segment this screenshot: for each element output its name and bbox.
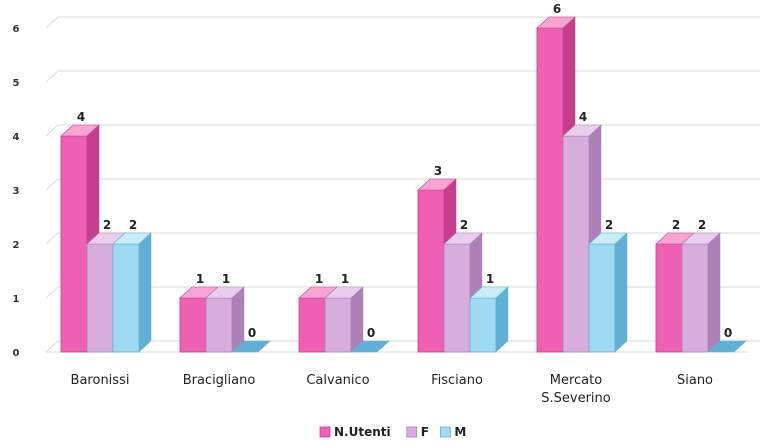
data-label: 0 bbox=[248, 326, 256, 340]
legend-label: F bbox=[421, 425, 429, 439]
gridline-diagonal bbox=[45, 178, 59, 191]
gridlines bbox=[45, 16, 760, 353]
bar-top bbox=[205, 286, 245, 299]
legend: N.Utenti F M bbox=[319, 425, 466, 439]
bar bbox=[536, 16, 576, 353]
data-label: 2 bbox=[698, 218, 706, 232]
legend-label: M bbox=[454, 425, 466, 439]
bar-top bbox=[707, 340, 747, 353]
category-label: Fisciano bbox=[431, 373, 483, 388]
bar-top bbox=[562, 124, 602, 137]
gridline-diagonal bbox=[45, 340, 59, 353]
data-label: 1 bbox=[486, 272, 494, 286]
bar-front bbox=[588, 243, 616, 353]
bar-side bbox=[707, 232, 721, 353]
bar-top bbox=[469, 286, 509, 299]
y-tick-label: 4 bbox=[13, 132, 20, 143]
data-label: 1 bbox=[196, 272, 204, 286]
bar-front bbox=[60, 135, 88, 353]
y-axis: 0 1 2 3 4 5 6 bbox=[13, 24, 20, 359]
category-label: S.Severino bbox=[541, 391, 611, 406]
bar-front bbox=[655, 243, 683, 353]
y-tick-label: 5 bbox=[13, 78, 20, 89]
bar-top bbox=[112, 232, 152, 245]
bar-top bbox=[324, 286, 364, 299]
category-label: Calvanico bbox=[306, 373, 369, 388]
gridline-diagonal bbox=[45, 232, 59, 245]
data-label: 1 bbox=[341, 272, 349, 286]
bar bbox=[588, 232, 628, 353]
data-label: 3 bbox=[434, 164, 442, 178]
bar-front bbox=[681, 243, 709, 353]
legend-swatch bbox=[406, 426, 418, 438]
category-label: Mercato bbox=[550, 373, 602, 388]
bar bbox=[112, 232, 152, 353]
category-labels: Baronissi Bracigliano Calvanico Fisciano Mer… bbox=[71, 373, 714, 406]
bar-front bbox=[205, 297, 233, 353]
data-label: 4 bbox=[77, 110, 85, 124]
data-label: 2 bbox=[460, 218, 468, 232]
data-label: 2 bbox=[605, 218, 613, 232]
data-label: 6 bbox=[553, 2, 561, 16]
bar bbox=[707, 340, 747, 353]
category-label: Bracigliano bbox=[183, 373, 256, 388]
data-label: 0 bbox=[724, 326, 732, 340]
bar-top bbox=[417, 178, 457, 191]
bar-front bbox=[443, 243, 471, 353]
bar-top bbox=[536, 16, 576, 29]
legend-swatch bbox=[319, 426, 331, 438]
data-label: 1 bbox=[315, 272, 323, 286]
bar-front bbox=[417, 189, 445, 353]
data-label: 2 bbox=[672, 218, 680, 232]
data-label: 1 bbox=[222, 272, 230, 286]
bar bbox=[681, 232, 721, 353]
bar-top bbox=[60, 124, 100, 137]
data-label: 2 bbox=[103, 218, 111, 232]
bar-front bbox=[86, 243, 114, 353]
legend-label: N.Utenti bbox=[334, 425, 391, 439]
bar-top bbox=[443, 232, 483, 245]
bars bbox=[60, 16, 747, 353]
data-label: 2 bbox=[129, 218, 137, 232]
bar bbox=[205, 286, 245, 353]
category-label: Siano bbox=[677, 373, 713, 388]
bar-front bbox=[536, 27, 564, 353]
y-tick-label: 0 bbox=[13, 348, 20, 359]
bar bbox=[60, 124, 100, 353]
bar-side bbox=[614, 232, 628, 353]
bar-top bbox=[588, 232, 628, 245]
bar-front bbox=[179, 297, 207, 353]
bar-front bbox=[469, 297, 497, 353]
gridline-diagonal bbox=[45, 16, 59, 29]
bar bbox=[350, 340, 390, 353]
bar bbox=[469, 286, 509, 353]
bar-front bbox=[298, 297, 326, 353]
y-tick-label: 6 bbox=[13, 24, 20, 35]
bar bbox=[231, 340, 271, 353]
bar-front bbox=[324, 297, 352, 353]
y-tick-label: 2 bbox=[13, 240, 20, 251]
y-tick-label: 1 bbox=[13, 294, 20, 305]
gridline-diagonal bbox=[45, 124, 59, 137]
bar bbox=[443, 232, 483, 353]
bar-top bbox=[231, 340, 271, 353]
data-labels: 4 2 2 1 1 0 1 1 0 3 2 1 6 4 2 2 2 0 bbox=[77, 2, 732, 340]
bar-top bbox=[681, 232, 721, 245]
bar-front bbox=[562, 135, 590, 353]
category-label: Baronissi bbox=[71, 373, 130, 388]
data-label: 4 bbox=[579, 110, 587, 124]
legend-swatch bbox=[439, 426, 451, 438]
gridline-diagonal bbox=[45, 70, 59, 83]
bar-top bbox=[350, 340, 390, 353]
bar-front bbox=[112, 243, 140, 353]
data-label: 0 bbox=[367, 326, 375, 340]
y-tick-label: 3 bbox=[13, 186, 20, 197]
bar bbox=[324, 286, 364, 353]
gridline-diagonal bbox=[45, 286, 59, 299]
bar-side bbox=[138, 232, 152, 353]
